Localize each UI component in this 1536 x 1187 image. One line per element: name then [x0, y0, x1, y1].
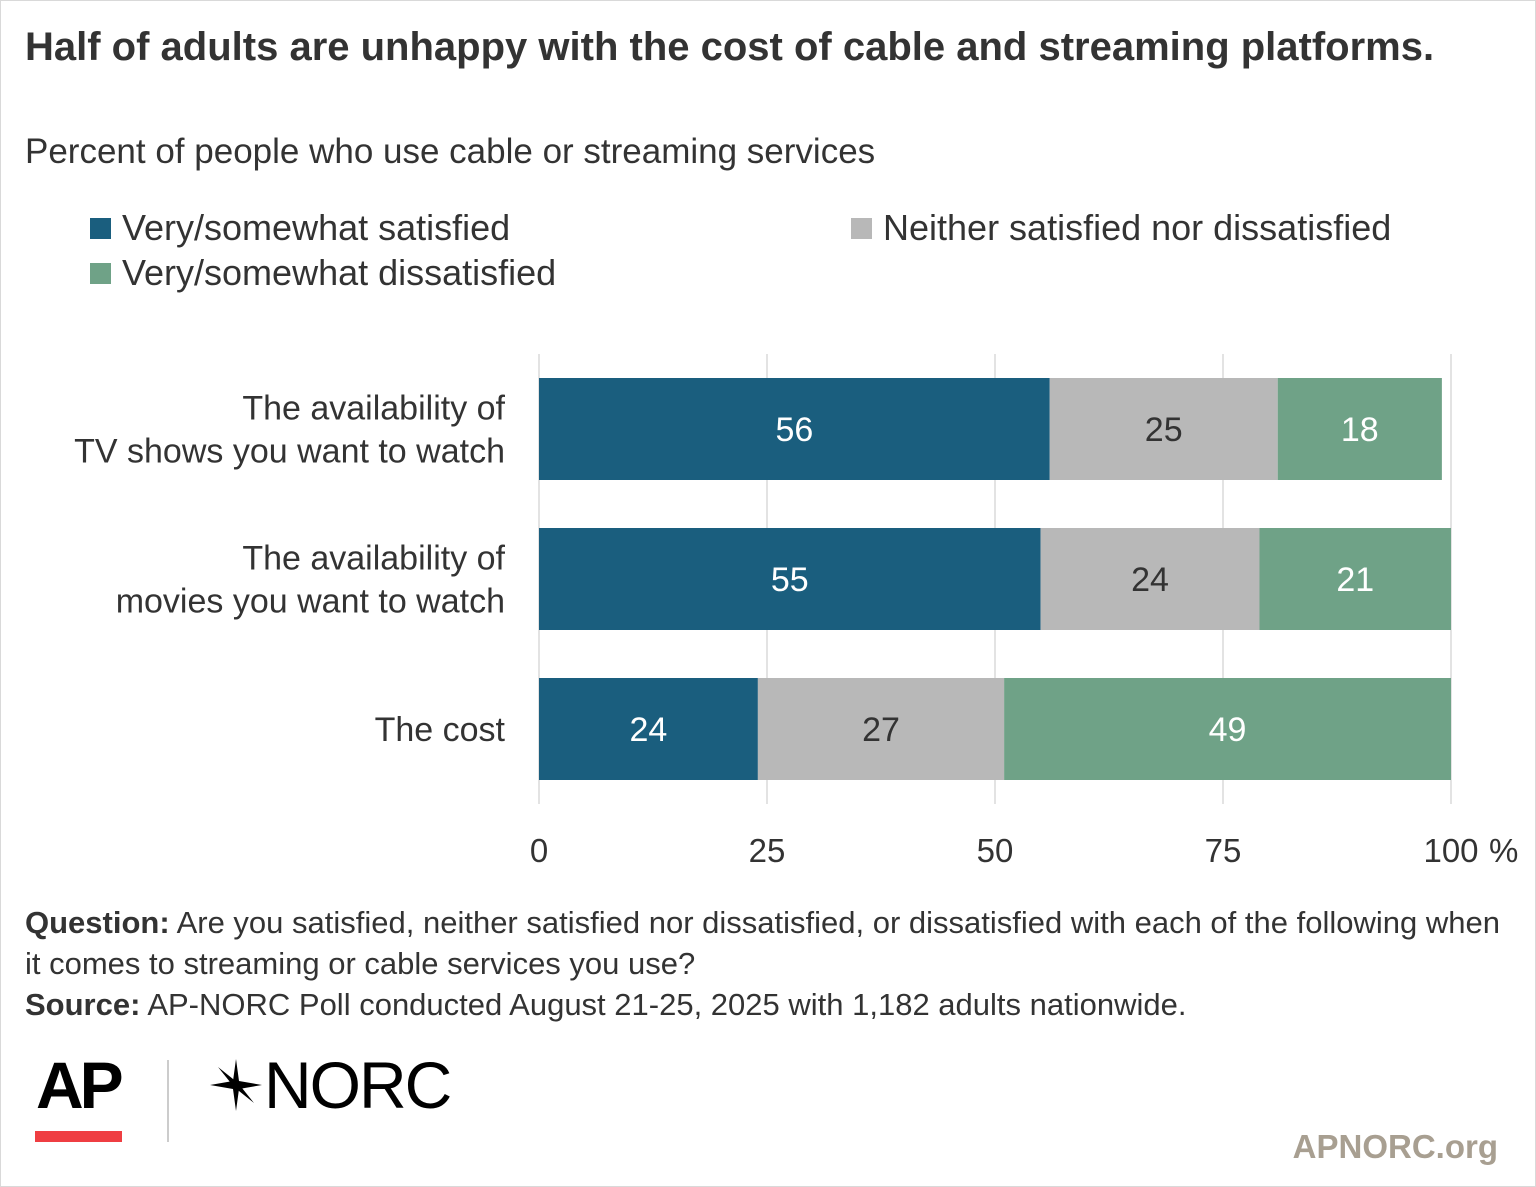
bar-satisfied-1 — [539, 528, 1041, 630]
source-text: AP-NORC Poll conducted August 21-25, 202… — [147, 987, 1187, 1022]
norc-logo: NORC — [208, 1048, 452, 1122]
legend-swatch-dissatisfied — [90, 262, 111, 284]
data-label-dissatisfied-1: 21 — [1336, 561, 1374, 599]
data-label-neither-2: 27 — [862, 711, 900, 749]
x-tick-label-75: 75 — [1205, 832, 1242, 869]
data-label-dissatisfied-2: 49 — [1209, 711, 1247, 749]
bar-neither-2 — [757, 678, 1005, 780]
bar-neither-1 — [1040, 528, 1260, 630]
data-label-satisfied-0: 56 — [775, 411, 813, 449]
x-axis-unit: % — [1489, 832, 1518, 869]
data-label-satisfied-1: 55 — [771, 561, 809, 599]
site-link[interactable]: APNORC.org — [1292, 1128, 1498, 1165]
ap-logo-underline — [35, 1131, 122, 1142]
data-label-neither-1: 24 — [1131, 561, 1169, 599]
logo-divider — [167, 1060, 169, 1142]
legend-item-neither: Neither satisfied nor dissatisfied — [851, 206, 1391, 250]
chart-footnote: Question: Are you satisfied, neither sat… — [25, 902, 1505, 1025]
question-label: Question: — [25, 905, 170, 940]
chart-title: Half of adults are unhappy with the cost… — [25, 25, 1435, 69]
bar-dissatisfied-2 — [1004, 678, 1451, 780]
source-label: Source: — [25, 987, 141, 1022]
legend-label-neither: Neither satisfied nor dissatisfied — [883, 207, 1392, 248]
x-tick-label-25: 25 — [749, 832, 786, 869]
data-label-dissatisfied-0: 18 — [1341, 411, 1379, 449]
x-tick-label-50: 50 — [977, 832, 1014, 869]
ap-logo: AP — [36, 1048, 124, 1122]
category-label-2-0: The cost — [375, 711, 506, 749]
stacked-bar-chart: 56 25 18 The availability of TV shows you wa… — [74, 354, 1518, 869]
legend-swatch-satisfied — [90, 217, 111, 239]
bar-dissatisfied-0 — [1277, 378, 1442, 480]
category-label-1-0: The availability of — [242, 540, 505, 578]
legend-item-satisfied: Very/somewhat satisfied — [90, 206, 510, 250]
bar-satisfied-0 — [539, 378, 1050, 480]
category-label-0-0: The availability of — [242, 390, 505, 428]
chart-subtitle: Percent of people who use cable or strea… — [25, 132, 876, 171]
norc-star-icon — [210, 1059, 262, 1111]
category-label-1-1: movies you want to watch — [116, 583, 505, 621]
legend-label-satisfied: Very/somewhat satisfied — [122, 207, 511, 248]
bar-neither-0 — [1049, 378, 1278, 480]
legend-swatch-neither — [851, 217, 872, 239]
legend-label-dissatisfied: Very/somewhat dissatisfied — [122, 252, 557, 293]
data-label-satisfied-2: 24 — [630, 711, 668, 749]
bar-satisfied-2 — [539, 678, 758, 780]
category-label-0-1: TV shows you want to watch — [74, 433, 505, 471]
x-tick-label-100: 100 — [1423, 832, 1478, 869]
x-tick-label-0: 0 — [530, 832, 548, 869]
question-text: Are you satisfied, neither satisfied nor… — [25, 905, 1500, 981]
legend-item-dissatisfied: Very/somewhat dissatisfied — [90, 251, 556, 295]
data-label-neither-0: 25 — [1145, 411, 1183, 449]
bar-dissatisfied-1 — [1259, 528, 1451, 630]
norc-logo-text: NORC — [264, 1048, 452, 1122]
